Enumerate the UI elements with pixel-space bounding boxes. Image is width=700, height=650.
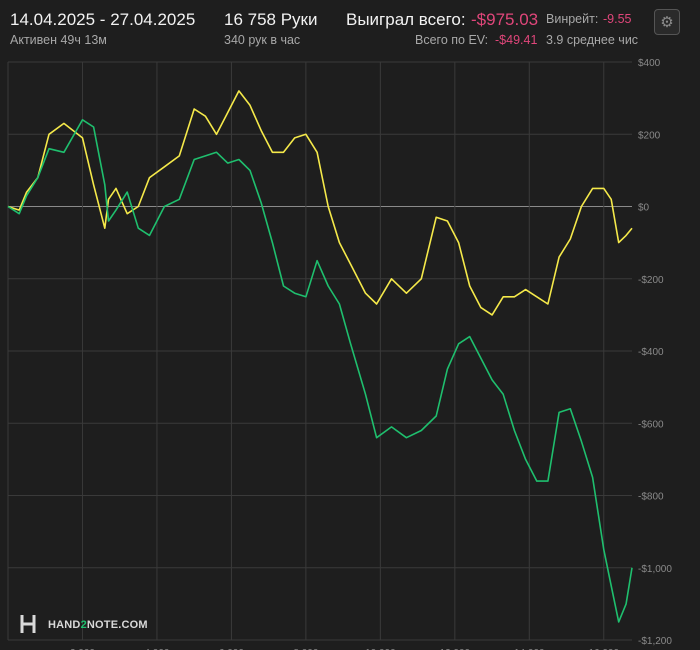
won-line [7,119,633,623]
logo-mark [20,615,36,633]
y-tick-label: $200 [638,130,661,141]
logo-text: HAND2NOTE.COM [48,619,148,631]
y-tick-label: -$400 [638,347,664,358]
winrate-value: -9.55 [603,12,632,26]
y-tick-label: $400 [638,58,661,69]
ev-total-label: Всего по EV: [415,33,489,47]
active-time: Активен 49ч 13м [10,33,107,47]
x-tick-label: 10,000 [365,648,396,650]
x-tick-label: 6,000 [219,648,244,650]
x-tick-label: 14,000 [514,648,545,650]
x-tick-label: 12,000 [440,648,471,650]
hand2note-logo: HAND2NOTE.COM [20,615,148,633]
gear-icon: ⚙ [660,14,674,31]
y-tick-label: -$1,200 [638,636,672,647]
hands-count: 16 758 Руки [224,10,318,29]
date-range: 14.04.2025 - 27.04.2025 [10,10,196,29]
x-tick-label: 8,000 [293,648,318,650]
won-total-value: -$975.03 [471,10,539,29]
x-axis-labels: 2,000 4,000 6,000 8,000 10,000 12,000 14,000 16… [70,648,620,650]
avg-players: 3.9 среднее чис [546,33,639,47]
x-tick-label: 4,000 [144,648,169,650]
series-lines [7,90,633,623]
y-axis-labels: $400 $200 $0 -$200 -$400 -$600 -$800 -$1,000 -$1… [638,58,672,647]
y-tick-label: -$1,000 [638,564,672,575]
x-tick-label: 2,000 [70,648,95,650]
y-tick-label: -$600 [638,419,664,430]
y-tick-label: -$200 [638,275,664,286]
grid [7,61,632,641]
stats-header: 14.04.2025 - 27.04.2025 Активен 49ч 13м … [0,0,700,60]
y-tick-label: $0 [638,203,650,214]
ev-total-value: -$49.41 [495,33,538,47]
settings-button[interactable]: ⚙ [654,9,680,35]
y-tick-label: -$800 [638,492,664,503]
won-total-label: Выиграл всего: [346,10,466,29]
winrate-label: Винрейт: [546,12,599,26]
ev-line [7,90,633,316]
hands-per-hour: 340 рук в час [224,33,301,47]
x-tick-label: 16,000 [588,648,619,650]
